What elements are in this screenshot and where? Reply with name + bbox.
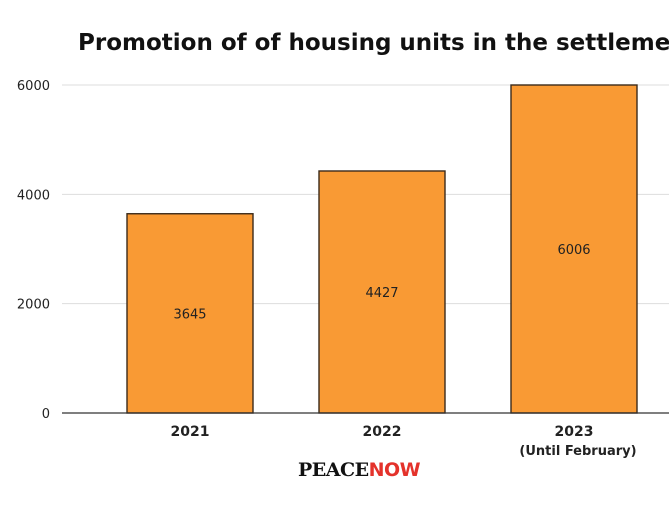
x-tick-label: 2022 — [363, 424, 402, 440]
bar-2023 — [510, 84, 638, 414]
bar-2021 — [126, 213, 254, 414]
y-tick-label: 4000 — [17, 188, 50, 203]
chart-title: Promotion of of housing units in the set… — [78, 30, 669, 56]
data-labels: 3645 4427 6006 — [173, 243, 590, 322]
y-tick-label: 2000 — [17, 298, 50, 313]
bars — [126, 84, 638, 414]
y-axis: 0 2000 4000 6000 — [17, 79, 50, 422]
data-label-2021: 3645 — [173, 307, 206, 322]
x-tick-sublabel: (Until February) — [519, 444, 636, 459]
x-tick-label: 2023 — [555, 424, 594, 440]
bar-2022 — [318, 170, 446, 414]
y-tick-label: 6000 — [17, 79, 50, 94]
y-tick-label: 0 — [42, 407, 50, 422]
logo-now-text: NOW — [369, 459, 421, 481]
x-tick-label: 2021 — [171, 424, 210, 440]
data-label-2023: 6006 — [557, 243, 590, 258]
svg-text:PEACENOW: PEACENOW — [298, 459, 421, 481]
x-axis: 2021 2022 2023 (Until February) — [62, 412, 669, 459]
logo-peace-text: PEACE — [298, 459, 369, 481]
peace-now-logo: PEACENOW — [298, 459, 421, 481]
data-label-2022: 4427 — [365, 286, 398, 301]
